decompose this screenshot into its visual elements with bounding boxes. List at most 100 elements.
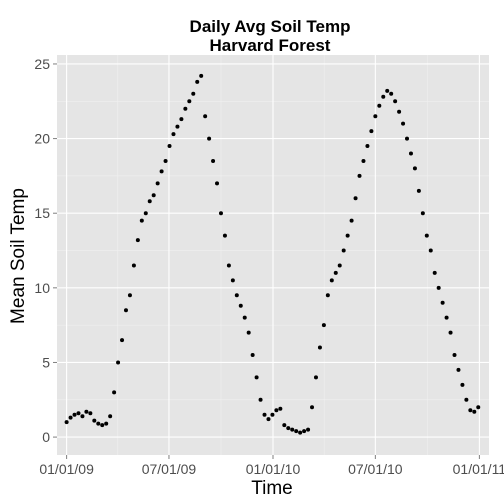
data-point xyxy=(385,88,390,93)
data-point xyxy=(183,106,188,111)
data-point xyxy=(175,124,180,129)
data-point xyxy=(476,405,481,410)
data-point xyxy=(218,211,223,216)
data-point xyxy=(187,99,192,104)
data-point xyxy=(270,412,275,417)
data-point xyxy=(215,181,220,186)
data-point xyxy=(171,132,176,137)
data-point xyxy=(242,315,247,320)
data-point xyxy=(460,382,465,387)
data-point xyxy=(108,414,113,419)
data-point xyxy=(238,303,243,308)
data-point xyxy=(389,91,394,96)
data-point xyxy=(191,91,196,96)
data-point xyxy=(211,158,216,163)
data-points xyxy=(64,73,481,435)
data-point xyxy=(341,248,346,253)
data-point xyxy=(112,390,117,395)
y-tick-label: 0 xyxy=(42,429,50,445)
data-point xyxy=(452,353,457,357)
data-point xyxy=(412,166,417,171)
data-point xyxy=(397,109,402,114)
data-point xyxy=(290,427,295,432)
data-point xyxy=(321,323,326,328)
data-point xyxy=(68,415,73,420)
chart-title-line-2: Harvard Forest xyxy=(210,36,331,55)
data-point xyxy=(278,406,283,411)
data-point xyxy=(456,367,461,372)
x-tick-label: 07/01/10 xyxy=(348,461,403,477)
data-point xyxy=(302,429,307,434)
y-axis-label: Mean Soil Temp xyxy=(8,188,29,324)
data-point xyxy=(84,409,89,414)
data-point xyxy=(349,218,354,223)
data-point xyxy=(333,270,338,275)
data-point xyxy=(258,397,263,402)
data-point xyxy=(329,278,334,283)
data-point xyxy=(88,411,93,416)
data-point xyxy=(286,426,291,431)
y-tick-label: 20 xyxy=(34,131,50,147)
data-point xyxy=(325,293,330,298)
data-point xyxy=(361,158,366,163)
data-point xyxy=(203,114,208,119)
data-point xyxy=(401,121,406,126)
data-point xyxy=(64,420,69,425)
data-point xyxy=(381,94,386,99)
data-point xyxy=(373,114,378,119)
y-tick-label: 10 xyxy=(34,280,50,296)
data-point xyxy=(440,300,445,305)
data-point xyxy=(393,99,398,104)
data-point xyxy=(428,248,433,253)
x-tick-label: 07/01/09 xyxy=(142,461,197,477)
chart-title-line-1: Daily Avg Soil Temp xyxy=(190,17,351,36)
data-point xyxy=(179,117,184,122)
data-point xyxy=(116,360,121,365)
data-point xyxy=(405,136,410,141)
data-point xyxy=(100,423,105,428)
data-point xyxy=(143,211,148,216)
data-point xyxy=(464,397,469,402)
data-point xyxy=(76,411,81,416)
y-tick-label: 25 xyxy=(34,56,50,72)
y-tick-label: 15 xyxy=(34,205,50,221)
data-point xyxy=(436,285,441,290)
data-point xyxy=(127,293,132,298)
data-point xyxy=(365,144,370,149)
data-point xyxy=(298,430,303,435)
data-point xyxy=(246,330,251,335)
data-point xyxy=(163,158,168,163)
data-point xyxy=(317,345,322,350)
data-point xyxy=(96,421,101,426)
data-point xyxy=(262,412,267,417)
data-point xyxy=(424,233,429,238)
data-point xyxy=(254,375,259,380)
data-point xyxy=(167,144,172,149)
data-point xyxy=(120,338,125,343)
data-point xyxy=(104,421,109,426)
x-axis-ticks: 01/01/09 07/01/09 01/01/10 07/01/10 01/01/11 xyxy=(39,455,504,477)
data-point xyxy=(369,129,374,134)
data-point xyxy=(310,405,315,410)
data-point xyxy=(377,103,382,108)
data-point xyxy=(222,233,227,238)
data-point xyxy=(135,238,140,243)
data-point xyxy=(420,211,425,216)
x-tick-label: 01/01/09 xyxy=(39,461,94,477)
data-point xyxy=(226,263,231,268)
data-point xyxy=(337,263,342,268)
data-point xyxy=(131,263,136,268)
data-point xyxy=(313,375,318,380)
data-point xyxy=(416,188,421,193)
data-point xyxy=(274,408,279,413)
data-point xyxy=(306,427,311,432)
data-point xyxy=(282,423,287,428)
data-point xyxy=(151,193,156,198)
data-point xyxy=(147,199,152,204)
y-tick-label: 5 xyxy=(42,354,50,370)
data-point xyxy=(199,73,204,78)
data-point xyxy=(139,218,144,223)
x-tick-label: 01/01/11 xyxy=(453,461,504,477)
y-axis-ticks: 0 5 10 15 20 25 xyxy=(34,56,57,445)
